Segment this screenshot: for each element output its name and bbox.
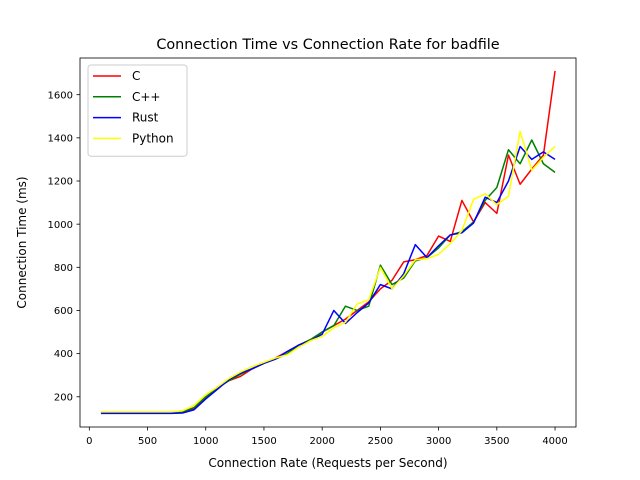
series-line-2 [100, 145, 556, 415]
x-axis-label: Connection Rate (Requests per Second) [208, 456, 447, 470]
x-tick-label: 3500 [484, 436, 509, 447]
y-axis-label: Connection Time (ms) [15, 176, 29, 308]
legend: C C++ Rust Python [87, 64, 188, 157]
y-tick-label: 800 [54, 263, 73, 274]
legend-label: Rust [132, 111, 159, 125]
legend-label: Python [132, 131, 174, 145]
y-tick-label: 1000 [48, 220, 73, 231]
x-tick-label: 1500 [251, 436, 276, 447]
series-line-1 [100, 139, 556, 414]
x-tick-label: 3000 [426, 436, 451, 447]
legend-box [87, 64, 188, 157]
x-tick-label: 0 [86, 436, 92, 447]
y-tick-label: 1400 [48, 133, 73, 144]
plot-frame [79, 57, 577, 428]
plot-series-group [100, 70, 556, 415]
chart-title: Connection Time vs Connection Rate for b… [156, 37, 499, 53]
y-tick-label: 600 [54, 306, 73, 317]
y-tick-label: 400 [54, 349, 73, 360]
x-tick-label: 500 [138, 436, 157, 447]
x-tick-label: 1000 [193, 436, 218, 447]
legend-label: C [132, 69, 140, 83]
x-tick-label: 2000 [309, 436, 334, 447]
x-tick-label: 4000 [542, 436, 567, 447]
series-line-3 [100, 130, 556, 413]
y-tick-label: 1200 [48, 177, 73, 188]
x-axis-ticks: 0 500 1000 1500 2000 2500 3000 3500 4000 [86, 427, 568, 447]
y-axis-ticks: 200 400 600 800 1000 1200 1400 1600 [48, 90, 80, 403]
y-tick-label: 1600 [48, 90, 73, 101]
y-tick-label: 200 [54, 392, 73, 403]
x-tick-label: 2500 [368, 436, 393, 447]
legend-label: C++ [132, 90, 161, 104]
